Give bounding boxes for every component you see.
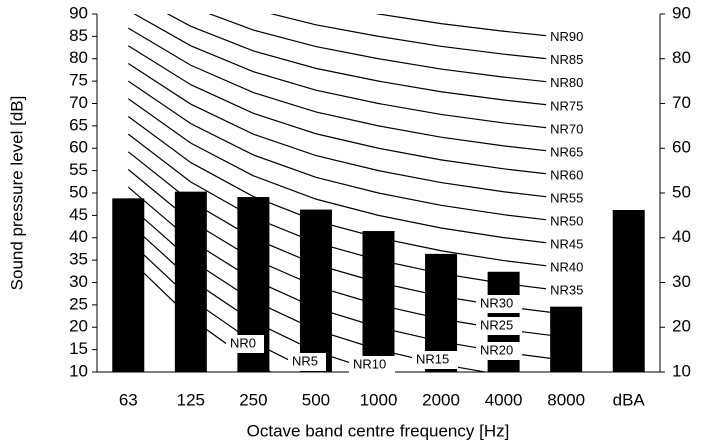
y-axis-label: Sound pressure level [dB] [7,96,26,291]
nr-curve [133,14,567,131]
y-tick-label: 80 [69,48,88,67]
bar [112,198,145,372]
nr-curve [269,14,567,62]
nr-curve [127,27,567,154]
nr-label-bg [546,28,593,47]
y2-tick-label: 80 [672,48,691,67]
nr-label-bg [546,74,593,93]
y2-tick-label: 30 [672,272,691,291]
y2-tick-label: 40 [672,227,691,246]
nr-label-bg [288,353,326,371]
y-tick-label: 35 [69,250,88,269]
y2-tick-label: 60 [672,138,691,157]
nr-label: NR70 [550,121,583,136]
y-tick-label: 65 [69,115,88,134]
y-tick-label: 30 [69,272,88,291]
y-tick-label: 85 [69,26,88,45]
y-tick-label: 50 [69,182,88,201]
nr-curve [127,62,567,200]
nr-label: NR65 [550,144,583,159]
y2-tick-label: 10 [672,361,691,380]
y-tick-label: 10 [69,361,88,380]
bar [612,210,645,372]
y-tick-label: 55 [69,160,88,179]
y-tick-label: 75 [69,71,88,90]
nr-label: NR75 [550,98,583,113]
nr-label-bg [476,317,522,335]
nr-label-bg [546,213,593,232]
nr-curve [127,115,567,269]
nr-label-bg [476,342,522,360]
nr-label: NR85 [550,52,583,67]
nr-label: NR90 [550,29,583,44]
nr-curve [166,14,567,108]
y-tick-label: 70 [69,93,88,112]
bar [362,231,395,372]
y-tick-label: 20 [69,317,88,336]
nr-label: NR40 [550,260,583,275]
y2-tick-label: 20 [672,317,691,336]
nr-label: NR15 [416,351,449,366]
nr-label: NR60 [550,167,583,182]
y-tick-label: 15 [69,339,88,358]
x-tick-label: 500 [302,390,330,409]
x-tick-label: 8000 [547,390,585,409]
x-tick-label: 4000 [485,390,523,409]
nr-label: NR30 [480,295,513,310]
nr-label-bg [546,236,593,255]
nr-label-bg [226,335,264,353]
nr-label-bg [546,282,593,301]
nr-label: NR45 [550,237,583,252]
bar [550,306,583,372]
bar [174,191,207,372]
x-tick-label: 63 [119,390,138,409]
nr-label: NR50 [550,214,583,229]
y-tick-label: 25 [69,294,88,313]
nr-label-bg [546,166,593,185]
nr-label: NR25 [480,317,513,332]
nr-label-bg [546,120,593,139]
nr-label: NR35 [550,283,583,298]
nr-label-bg [546,259,593,278]
y-tick-label: 40 [69,227,88,246]
x-tick-label: 125 [177,390,205,409]
nr-curves [127,14,567,372]
nr-label-bg [412,351,458,369]
x-tick-label: 250 [239,390,267,409]
nr-label: NR5 [292,353,318,368]
nr-label-bg [476,295,522,313]
y-tick-label: 60 [69,138,88,157]
x-tick-label: dBA [613,390,646,409]
nr-label-bg [349,356,395,374]
y-tick-label: 45 [69,205,88,224]
nr-label: NR0 [230,335,256,350]
nr-label: NR20 [480,342,513,357]
nr-curve [127,98,567,246]
nr-curve [375,14,567,39]
nr-label-bg [546,190,593,209]
nr-label-bg [546,51,593,70]
y2-tick-label: 50 [672,182,691,201]
nr-curve [127,45,567,177]
nr-label-bg [546,97,593,116]
nr-curve [127,80,567,223]
nr-label: NR55 [550,190,583,205]
nr-label-bg [546,143,593,162]
bar [299,209,332,372]
nr-curve [208,14,567,85]
nr-label: NR10 [353,356,386,371]
nr-label: NR80 [550,75,583,90]
x-tick-label: 2000 [422,390,460,409]
x-tick-label: 1000 [360,390,398,409]
y2-tick-label: 70 [672,93,691,112]
y-tick-label: 90 [69,3,88,22]
x-axis-label: Octave band centre frequency [Hz] [247,421,510,440]
y2-tick-label: 90 [672,3,691,22]
